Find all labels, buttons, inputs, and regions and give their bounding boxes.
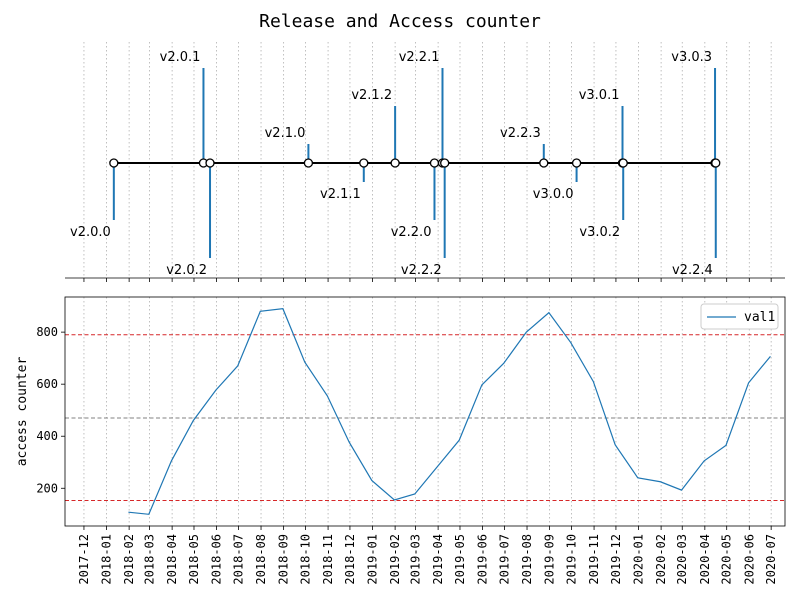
release-point bbox=[711, 158, 721, 168]
x-tick-label: 2018-01 bbox=[100, 534, 114, 585]
series-line-val1 bbox=[128, 308, 771, 515]
x-tick-label: 2020-02 bbox=[654, 534, 668, 585]
release-point bbox=[571, 158, 582, 168]
release-label: v2.0.1 bbox=[160, 50, 201, 65]
release-point bbox=[429, 158, 440, 168]
release-point bbox=[359, 158, 369, 168]
release-point bbox=[205, 158, 215, 168]
release-label: v2.0.2 bbox=[166, 263, 207, 278]
x-tick-label: 2018-08 bbox=[254, 534, 268, 585]
x-tick-label: 2020-01 bbox=[632, 534, 646, 585]
x-tick-label: 2018-07 bbox=[231, 534, 245, 585]
x-tick-label: 2018-10 bbox=[298, 534, 312, 585]
x-tick-label: 2018-11 bbox=[321, 534, 335, 585]
x-tick-label: 2019-03 bbox=[409, 534, 423, 585]
x-tick-label: 2017-12 bbox=[77, 534, 91, 585]
release-point bbox=[390, 158, 400, 168]
release-label: v2.2.0 bbox=[391, 225, 432, 240]
x-tick-label: 2019-12 bbox=[609, 534, 623, 585]
access-counter-chart: 2017-12 2018-01 2018-02 2018-03 2018-04 2018-… bbox=[15, 296, 786, 585]
x-tick-label: 2019-11 bbox=[587, 534, 601, 585]
release-label: v2.2.2 bbox=[401, 263, 442, 278]
x-tick-label: 2019-10 bbox=[564, 534, 578, 585]
chart-title: Release and Access counter bbox=[259, 11, 541, 32]
release-point bbox=[109, 158, 119, 168]
release-label: v3.0.3 bbox=[671, 50, 712, 65]
x-tick-label: 2018-09 bbox=[277, 534, 291, 585]
x-tick-label: 2018-05 bbox=[187, 534, 201, 585]
plot-frame bbox=[64, 296, 786, 527]
release-label: v2.2.3 bbox=[500, 126, 541, 141]
x-tick-label: 2020-05 bbox=[720, 534, 734, 585]
x-tick-label: 2018-03 bbox=[143, 534, 157, 585]
legend-box bbox=[700, 303, 779, 330]
x-tick-label: 2020-03 bbox=[675, 534, 689, 585]
x-tick-label: 2018-04 bbox=[165, 534, 179, 585]
x-tick-label: 2019-04 bbox=[431, 534, 445, 585]
legend-label: val1 bbox=[744, 310, 775, 325]
release-label: v3.0.1 bbox=[579, 88, 620, 103]
release-point bbox=[618, 158, 628, 168]
x-tick-label: 2020-07 bbox=[764, 534, 778, 585]
y-axis-label: access counter bbox=[15, 357, 30, 467]
release-label: v2.2.1 bbox=[399, 50, 440, 65]
x-tick-label: 2019-06 bbox=[476, 534, 490, 585]
x-tick-label: 2019-07 bbox=[497, 534, 511, 585]
release-point bbox=[440, 158, 450, 168]
x-tick-label: 2019-05 bbox=[453, 534, 467, 585]
y-tick-label: 200 bbox=[36, 481, 58, 495]
y-tick-label: 400 bbox=[36, 429, 58, 443]
x-tick-label: 2019-01 bbox=[366, 534, 380, 585]
release-label: v2.1.1 bbox=[320, 187, 361, 202]
x-tick-label: 2018-12 bbox=[343, 534, 357, 585]
x-tick-label: 2018-02 bbox=[122, 534, 136, 585]
release-label: v2.2.4 bbox=[672, 263, 713, 278]
release-label: v2.0.0 bbox=[70, 225, 111, 240]
release-label: v3.0.2 bbox=[579, 225, 620, 240]
x-tick-label: 2019-02 bbox=[388, 534, 402, 585]
x-tick-label: 2020-06 bbox=[742, 534, 756, 585]
release-timeline: v2.0.0 v2.0.1 v2.0.2 v2.1.0 v2.1.1 v2.1.2 v2.2… bbox=[65, 42, 785, 282]
release-label: v3.0.0 bbox=[533, 187, 574, 202]
x-tick-label: 2019-09 bbox=[543, 534, 557, 585]
release-label: v2.1.0 bbox=[265, 126, 306, 141]
y-tick-label: 600 bbox=[36, 377, 58, 391]
x-tick-label: 2020-04 bbox=[698, 534, 712, 585]
y-tick-label: 800 bbox=[36, 325, 58, 339]
x-tick-label: 2019-08 bbox=[520, 534, 534, 585]
release-point bbox=[303, 158, 314, 168]
x-tick-label: 2018-06 bbox=[210, 534, 224, 585]
legend: val1 bbox=[700, 303, 779, 330]
release-point bbox=[539, 158, 549, 168]
release-label: v2.1.2 bbox=[351, 88, 392, 103]
